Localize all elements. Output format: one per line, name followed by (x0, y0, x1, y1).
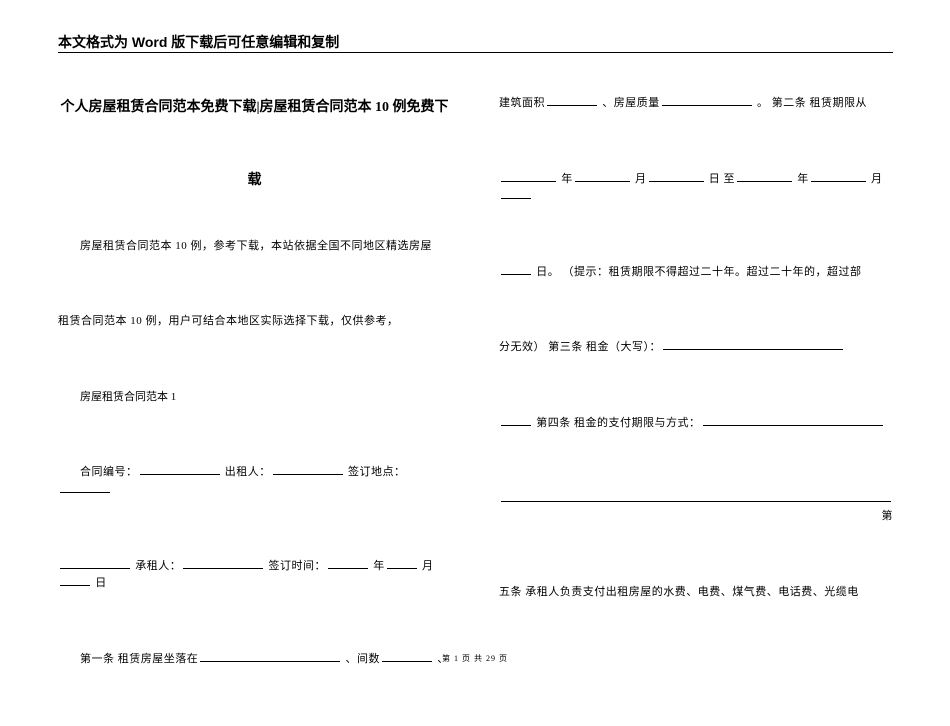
blank (60, 568, 130, 569)
doc-title: 个人房屋租赁合同范本免费下载|房屋租赁合同范本 10 例免费下 (58, 95, 451, 120)
template-1-header: 房屋租赁合同范本 1 (58, 389, 451, 407)
intro-p2: 租赁合同范本 10 例，用户可结合本地区实际选择下载，仅供参考， (58, 313, 451, 331)
blank (811, 181, 866, 182)
label-quality: 、房屋质量 (602, 97, 660, 109)
label-tip: 日。 （提示：租赁期限不得超过二十年。超过二十年的，超过部 (536, 266, 861, 278)
right-column: 建筑面积 、房屋质量 。 第二条 租赁期限从 年 月 日 至 年 月 日。 （提… (499, 95, 893, 726)
blank (662, 105, 752, 106)
label-sign-time: 签订时间： (269, 560, 327, 572)
label-month2: 月 (871, 173, 883, 185)
blank (703, 425, 883, 426)
label-sign-place: 签订地点： (348, 466, 406, 478)
label-area: 建筑面积 (499, 97, 545, 109)
row-article5: 五条 承租人负责支付出租房屋的水费、电费、煤气费、电话费、光缆电 (499, 584, 893, 602)
blank (649, 181, 704, 182)
blank (501, 198, 531, 199)
row-contract-no: 合同编号： 出租人： 签订地点： (58, 464, 451, 499)
blank (575, 181, 630, 182)
label-year: 年 (561, 173, 573, 185)
row-period-from: 年 月 日 至 年 月 (499, 171, 893, 206)
blank (273, 474, 343, 475)
left-column: 个人房屋租赁合同范本免费下载|房屋租赁合同范本 10 例免费下 载 房屋租赁合同… (58, 95, 451, 726)
label-rent: 分无效） 第三条 租金（大写）： (499, 341, 661, 353)
blank (183, 568, 263, 569)
blank (501, 501, 891, 502)
row-area: 建筑面积 、房屋质量 。 第二条 租赁期限从 (499, 95, 893, 113)
page-footer: 第 1 页 共 29 页 (0, 653, 950, 664)
label-contract-no: 合同编号： (80, 466, 138, 478)
label-day: 日 (95, 577, 107, 589)
header-note: 本文格式为 Word 版下载后可任意编辑和复制 (58, 32, 339, 52)
blank (663, 349, 843, 350)
blank (328, 568, 368, 569)
blank (501, 274, 531, 275)
blank (387, 568, 417, 569)
row-blank-line: 第 (499, 491, 893, 526)
label-month: 月 (422, 560, 434, 572)
label-article2: 。 第二条 租赁期限从 (757, 97, 867, 109)
blank (737, 181, 792, 182)
row-lessee: 承租人： 签订时间： 年 月 日 (58, 558, 451, 593)
blank (60, 585, 90, 586)
row-article3: 分无效） 第三条 租金（大写）： (499, 339, 893, 357)
blank (501, 181, 556, 182)
blank (140, 474, 220, 475)
label-year2: 年 (797, 173, 809, 185)
label-month: 月 (635, 173, 647, 185)
header-underline (58, 52, 893, 53)
label-article5: 五条 承租人负责支付出租房屋的水费、电费、煤气费、电话费、光缆电 (499, 586, 859, 598)
row-article4: 第四条 租金的支付期限与方式： (499, 415, 893, 433)
label-pay-period: 第四条 租金的支付期限与方式： (536, 417, 700, 429)
label-lessor: 出租人： (225, 466, 271, 478)
row-period-tip: 日。 （提示：租赁期限不得超过二十年。超过二十年的，超过部 (499, 264, 893, 282)
content-columns: 个人房屋租赁合同范本免费下载|房屋租赁合同范本 10 例免费下 载 房屋租赁合同… (58, 95, 893, 726)
label-to: 日 至 (709, 173, 735, 185)
label-year: 年 (373, 560, 385, 572)
intro-p1: 房屋租赁合同范本 10 例，参考下载，本站依据全国不同地区精选房屋 (58, 238, 451, 256)
label-lessee: 承租人： (135, 560, 181, 572)
blank (60, 492, 110, 493)
blank (547, 105, 597, 106)
blank (501, 425, 531, 426)
label-article5-prefix: 第 (882, 510, 894, 522)
doc-title-cont: 载 (58, 170, 451, 192)
